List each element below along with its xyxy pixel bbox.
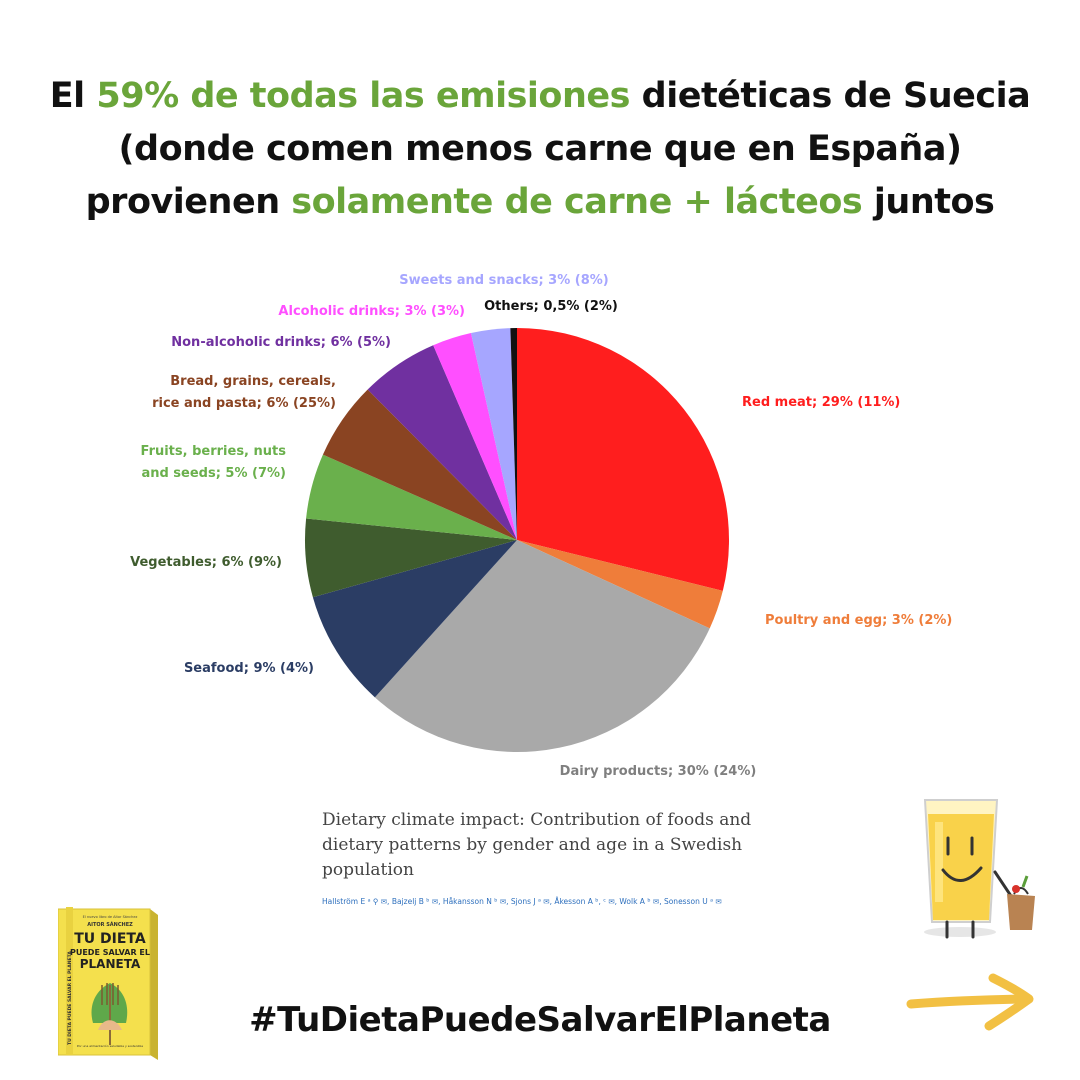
pie-slice-label: Dairy products; 30% (24%) — [560, 764, 757, 779]
book-title-line-1: TU DIETA — [74, 931, 146, 947]
headline-line-1: El 59% de todas las emisiones dietéticas… — [0, 70, 1080, 123]
book-spine-text: TU DIETA PUEDE SALVAR EL PLANETA — [67, 951, 73, 1045]
book-top-text: El nuevo libro de Aitor Sánchez — [83, 915, 138, 919]
paper-authors: Hallström E ᵃ ⚲ ✉, Bajzelj B ᵇ ✉, Håkans… — [322, 897, 722, 906]
smiling-juice-glass-mascot-icon — [923, 799, 1035, 939]
pie-slice-label: Seafood; 9% (4%) — [184, 661, 314, 676]
pie-slice — [510, 328, 517, 540]
pie-slice-label: Poultry and egg; 3% (2%) — [765, 613, 952, 628]
headline-highlight: solamente de carne + lácteos — [291, 182, 863, 222]
pie-slice-label: Sweets and snacks; 3% (8%) — [399, 273, 608, 288]
pie-slice — [374, 540, 710, 752]
headline-text: El — [49, 76, 97, 116]
pie-slice — [322, 389, 517, 540]
headline-line-2: (donde comen menos carne que en España) — [0, 123, 1080, 176]
pie-slice-label: Alcoholic drinks; 3% (3%) — [278, 304, 465, 319]
book-title-line-3: PLANETA — [80, 957, 141, 971]
pie-slice — [367, 345, 517, 540]
book-fork-leaf-illustration — [91, 983, 128, 1045]
pie-slice-label: Red meat; 29% (11%) — [742, 395, 900, 410]
pie-slices — [305, 328, 730, 752]
pie-slice-label: Others; 0,5% (2%) — [484, 299, 618, 314]
headline-text: provienen — [85, 182, 292, 222]
pie-slice-label: Bread, grains, cereals, rice and pasta; 6… — [152, 374, 336, 411]
paper-citation: Dietary climate impact: Contribution of … — [322, 808, 782, 906]
paper-title: Dietary climate impact: Contribution of … — [322, 810, 752, 880]
pie-slice — [433, 333, 517, 540]
pie-slice-label: Fruits, berries, nuts and seeds; 5% (7%) — [141, 444, 287, 481]
headline-text: dietéticas de Suecia — [629, 76, 1031, 116]
pie-chart: Red meat; 29% (11%) Poultry and egg; 3% (… — [130, 273, 952, 779]
pie-slice-label: Vegetables; 6% (9%) — [130, 555, 282, 570]
book-title-line-2: PUEDE SALVAR EL — [70, 948, 150, 957]
pie-slice — [517, 540, 723, 629]
pie-slice — [312, 540, 517, 698]
pie-slice — [470, 328, 517, 540]
pie-slice — [305, 518, 517, 598]
pie-slice-label: Non-alcoholic drinks; 6% (5%) — [171, 335, 391, 350]
headline-text: (donde comen menos carne que en España) — [118, 129, 962, 169]
book-author: AITOR SÁNCHEZ — [87, 921, 133, 928]
hashtag: #TuDietaPuedeSalvarElPlaneta — [249, 1000, 831, 1040]
pie-slice — [306, 454, 517, 540]
headline: El 59% de todas las emisiones dietéticas… — [0, 70, 1080, 229]
headline-text: juntos — [862, 182, 995, 222]
headline-line-3: provienen solamente de carne + lácteos j… — [0, 176, 1080, 229]
book-subtitle: Por una alimentación saludable y sosteni… — [77, 1044, 143, 1048]
book-cover: El nuevo libro de Aitor Sánchez AITOR SÁ… — [58, 907, 158, 1060]
pie-slice — [517, 328, 730, 591]
headline-highlight: 59% de todas las emisiones — [96, 76, 630, 116]
pie-labels: Red meat; 29% (11%) Poultry and egg; 3% (… — [130, 273, 952, 779]
right-arrow-icon — [906, 973, 1034, 1031]
